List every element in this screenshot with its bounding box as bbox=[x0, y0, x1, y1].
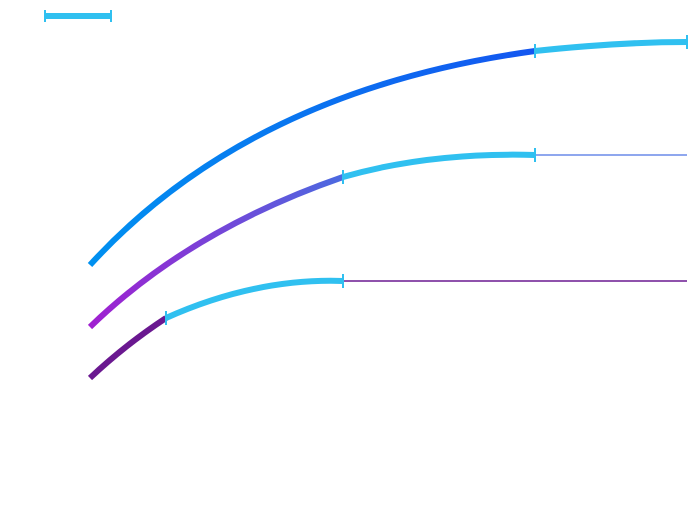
legend-swatch bbox=[44, 10, 112, 22]
curve-middle bbox=[87, 148, 687, 330]
curve-bottom-main bbox=[87, 315, 168, 381]
curve-bottom-highlight bbox=[164, 277, 344, 321]
curve-top-highlight bbox=[534, 39, 688, 54]
curve-top-main bbox=[87, 48, 536, 268]
curve-bottom bbox=[87, 274, 687, 381]
curve-top bbox=[87, 35, 688, 268]
curve-middle-highlight bbox=[342, 151, 536, 180]
curve-middle-main bbox=[87, 174, 344, 330]
